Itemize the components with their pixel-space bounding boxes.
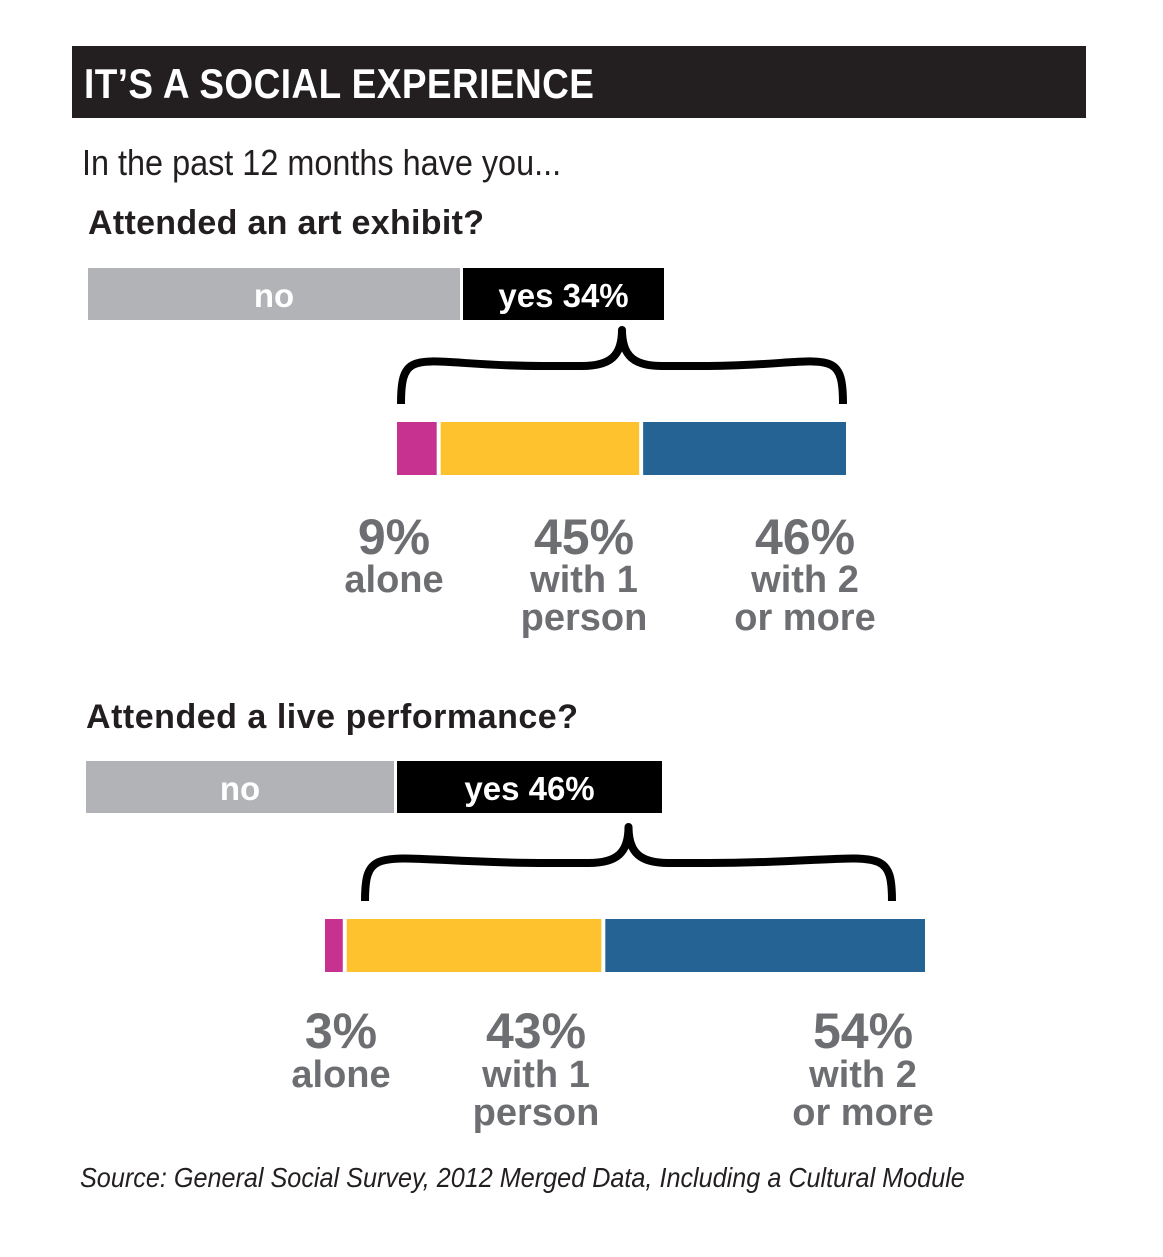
panel-1-yes-bar bbox=[463, 268, 664, 320]
panel-2-desc-with-2-or-more-line-1: with 2 bbox=[808, 1054, 917, 1096]
panel-1-desc-with-2-or-more-line-1: with 2 bbox=[750, 559, 859, 601]
panel-1-pct-alone: 9% bbox=[358, 509, 430, 565]
page-title: IT’S A SOCIAL EXPERIENCE bbox=[84, 60, 595, 107]
panel-2-question-title: Attended a live performance? bbox=[86, 698, 578, 736]
panel-1-brace bbox=[397, 326, 847, 405]
panel-2-no-label: no bbox=[220, 770, 260, 807]
panel-2-yes-bar bbox=[397, 761, 662, 813]
source-note: Source: General Social Survey, 2012 Merg… bbox=[80, 1162, 965, 1193]
panel-1-no-bar bbox=[88, 268, 460, 320]
panel-1-segment-alone bbox=[397, 422, 437, 475]
panel-2-segment-with-1-person bbox=[346, 919, 602, 972]
panel-1-question-title: Attended an art exhibit? bbox=[88, 204, 484, 242]
panel-2-pct-alone: 3% bbox=[305, 1003, 377, 1059]
panel-2-segment-with-2-or-more bbox=[605, 919, 925, 972]
panel-2-desc-with-1-person-line-2: person bbox=[473, 1092, 600, 1134]
panel-2-desc-with-2-or-more-line-2: or more bbox=[792, 1092, 933, 1134]
chart-subtitle: In the past 12 months have you... bbox=[82, 142, 562, 183]
panel-2-segment-alone bbox=[325, 919, 343, 972]
panel-1-pct-with-2-or-more: 46% bbox=[755, 509, 855, 565]
panel-1-desc-alone-line-1: alone bbox=[344, 559, 443, 601]
panel-2-brace bbox=[361, 823, 896, 902]
panel-1-no-label: no bbox=[254, 277, 294, 314]
panel-1-segment-with-2-or-more bbox=[643, 422, 846, 475]
panel-2-desc-alone-line-1: alone bbox=[291, 1054, 390, 1096]
panel-2-no-bar bbox=[86, 761, 394, 813]
panel-2-pct-with-2-or-more: 54% bbox=[813, 1003, 913, 1059]
title-banner: IT’S A SOCIAL EXPERIENCE bbox=[72, 46, 1086, 118]
panel-1-pct-with-1-person: 45% bbox=[534, 509, 634, 565]
panel-1-desc-with-2-or-more-line-2: or more bbox=[734, 597, 875, 639]
panel-1-desc-with-1-person-line-2: person bbox=[521, 597, 648, 639]
panel-2-desc-with-1-person-line-1: with 1 bbox=[481, 1054, 590, 1096]
panel-1-segment-with-1-person bbox=[440, 422, 640, 475]
panel-1-yes-label: yes 34% bbox=[498, 277, 628, 314]
panel-1-desc-with-1-person-line-1: with 1 bbox=[529, 559, 638, 601]
panel-2-yes-label: yes 46% bbox=[464, 770, 594, 807]
panel-2-pct-with-1-person: 43% bbox=[486, 1003, 586, 1059]
